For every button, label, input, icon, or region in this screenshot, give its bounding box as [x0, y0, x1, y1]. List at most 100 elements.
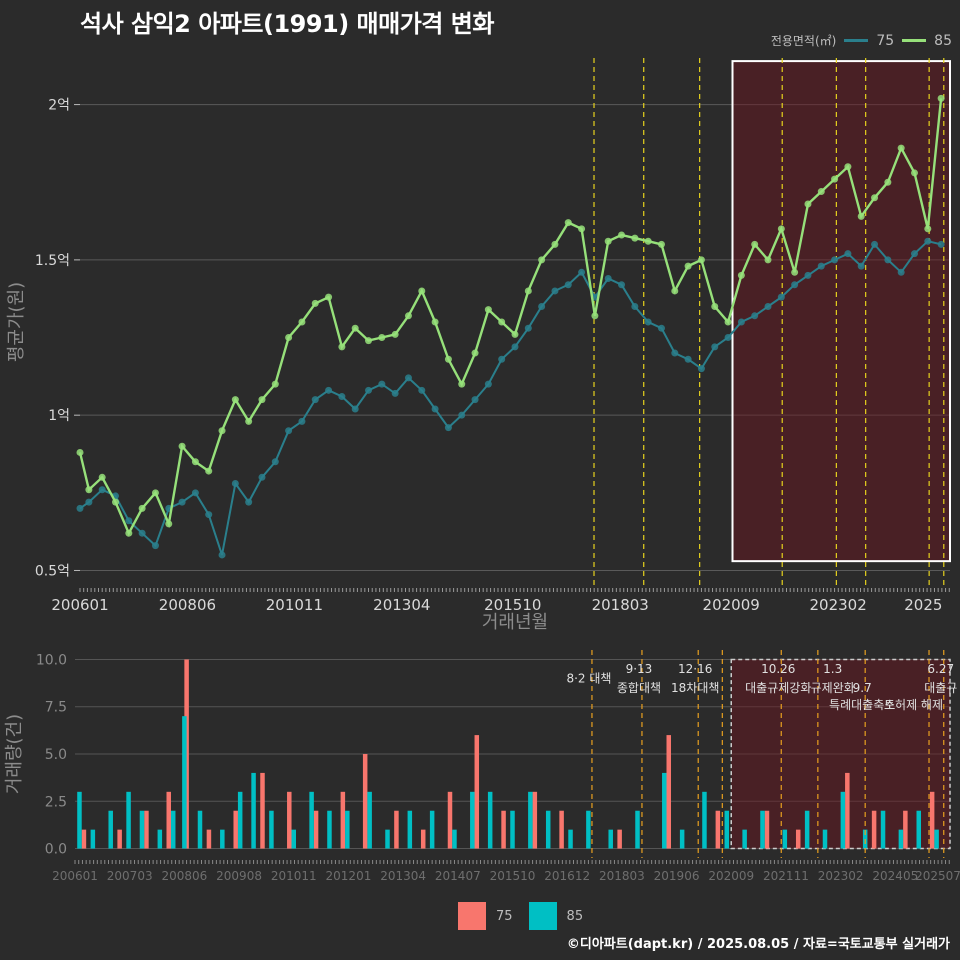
data-point-75: [391, 389, 399, 397]
data-point-75: [271, 458, 279, 466]
data-point-85: [365, 337, 373, 345]
data-point-75: [711, 343, 719, 351]
series-line-85: [78, 98, 943, 536]
y-tick-label: 2억: [48, 98, 70, 114]
data-point-85: [884, 178, 892, 186]
bar-85: [237, 791, 243, 849]
data-point-85: [258, 396, 266, 404]
legend-swatch-75: [458, 902, 486, 930]
y-axis-label: 거래량(건): [4, 714, 25, 794]
data-point-85: [98, 473, 106, 481]
data-point-85: [404, 312, 412, 320]
data-point-75: [444, 424, 452, 432]
data-point-75: [618, 281, 626, 289]
x-tick-label: 201304: [380, 869, 426, 880]
bar-85: [760, 810, 765, 849]
data-point-85: [817, 188, 825, 196]
data-point-85: [471, 349, 479, 357]
bar-75: [532, 791, 538, 849]
data-point-75: [431, 405, 439, 413]
bar-75: [501, 810, 506, 849]
bar-85: [608, 829, 613, 849]
bar-85: [77, 791, 82, 849]
data-point-85: [325, 293, 333, 301]
bar-85: [916, 810, 921, 849]
data-point-75: [245, 498, 253, 506]
data-point-85: [431, 318, 439, 326]
data-point-75: [484, 380, 492, 388]
data-point-85: [191, 458, 199, 466]
data-point-75: [511, 343, 519, 351]
bar-85: [108, 810, 113, 849]
data-point-75: [498, 355, 506, 363]
data-point-85: [205, 467, 213, 475]
data-point-75: [191, 489, 199, 497]
data-point-75: [684, 355, 692, 363]
bar-75: [474, 735, 480, 849]
data-point-75: [657, 324, 665, 332]
data-point-85: [538, 256, 546, 264]
data-point-85: [777, 225, 785, 233]
bar-85: [452, 829, 457, 849]
bar-75: [233, 810, 238, 849]
data-point-85: [910, 169, 918, 177]
x-tick-label: 202405: [872, 869, 918, 880]
x-tick-label: 200703: [107, 869, 153, 880]
bar-85: [934, 829, 939, 849]
bar-75: [394, 810, 399, 849]
policy-annotation: 10.26: [761, 662, 795, 676]
x-axis-label: 거래년월: [482, 612, 548, 633]
x-tick-label: 2025: [904, 596, 942, 614]
policy-annotation: 대출규제강화: [745, 681, 811, 695]
data-point-85: [804, 200, 812, 208]
data-point-75: [910, 250, 918, 258]
data-point-85: [924, 225, 932, 233]
bar-85: [90, 829, 96, 849]
data-point-85: [245, 417, 253, 425]
bar-85: [679, 829, 685, 849]
data-point-75: [231, 480, 239, 488]
data-point-75: [338, 393, 346, 401]
data-point-85: [937, 94, 945, 102]
bar-75: [871, 810, 877, 849]
price-line-chart: 0.5억 1억 1.5억 2억 200601 200806 201011 201304 2015…: [6, 58, 951, 633]
data-point-85: [298, 318, 306, 326]
highlight-region: [731, 60, 951, 563]
y-tick-label: 0.5억: [35, 563, 70, 579]
y-tick-label: 10.0: [36, 652, 67, 668]
data-point-75: [538, 302, 546, 310]
data-point-85: [724, 318, 732, 326]
data-point-75: [604, 275, 612, 283]
bar-75: [362, 754, 368, 849]
data-point-75: [76, 504, 84, 512]
x-tick-label: 201803: [592, 596, 649, 614]
legend-line-85: [902, 39, 927, 42]
policy-annotation: 9.7: [853, 681, 872, 695]
bar-75: [117, 829, 122, 849]
x-tick-label: 200908: [216, 869, 262, 880]
data-point-75: [844, 250, 852, 258]
x-tick-label: 201201: [326, 869, 372, 880]
x-tick-label: 201510: [490, 869, 536, 880]
y-tick-label: 0.0: [45, 842, 67, 858]
data-point-75: [151, 542, 159, 550]
data-point-85: [604, 237, 612, 245]
data-point-75: [98, 486, 106, 494]
data-point-85: [418, 287, 426, 295]
data-point-85: [551, 240, 559, 248]
legend-label-75: 75: [496, 908, 513, 924]
volume-bar-chart: 0.0 2.5 5.0 7.5 10.0 8·2 대책 9·13 종합대책 12·16 18차대책…: [4, 650, 960, 880]
data-point-85: [338, 343, 346, 351]
bottom-legend: 75 85: [458, 902, 583, 930]
policy-annotation: 1.3: [823, 662, 842, 676]
data-point-85: [871, 194, 879, 202]
bar-85: [182, 716, 187, 849]
data-point-75: [564, 281, 572, 289]
policy-annotation: 규제완화: [811, 681, 855, 695]
policy-annotation: 9·13: [626, 662, 653, 676]
bar-75: [420, 829, 426, 849]
x-tick-label: 202302: [818, 869, 864, 880]
data-point-85: [857, 212, 865, 220]
data-point-75: [524, 324, 532, 332]
policy-annotation: 토허제 해제: [884, 698, 943, 712]
